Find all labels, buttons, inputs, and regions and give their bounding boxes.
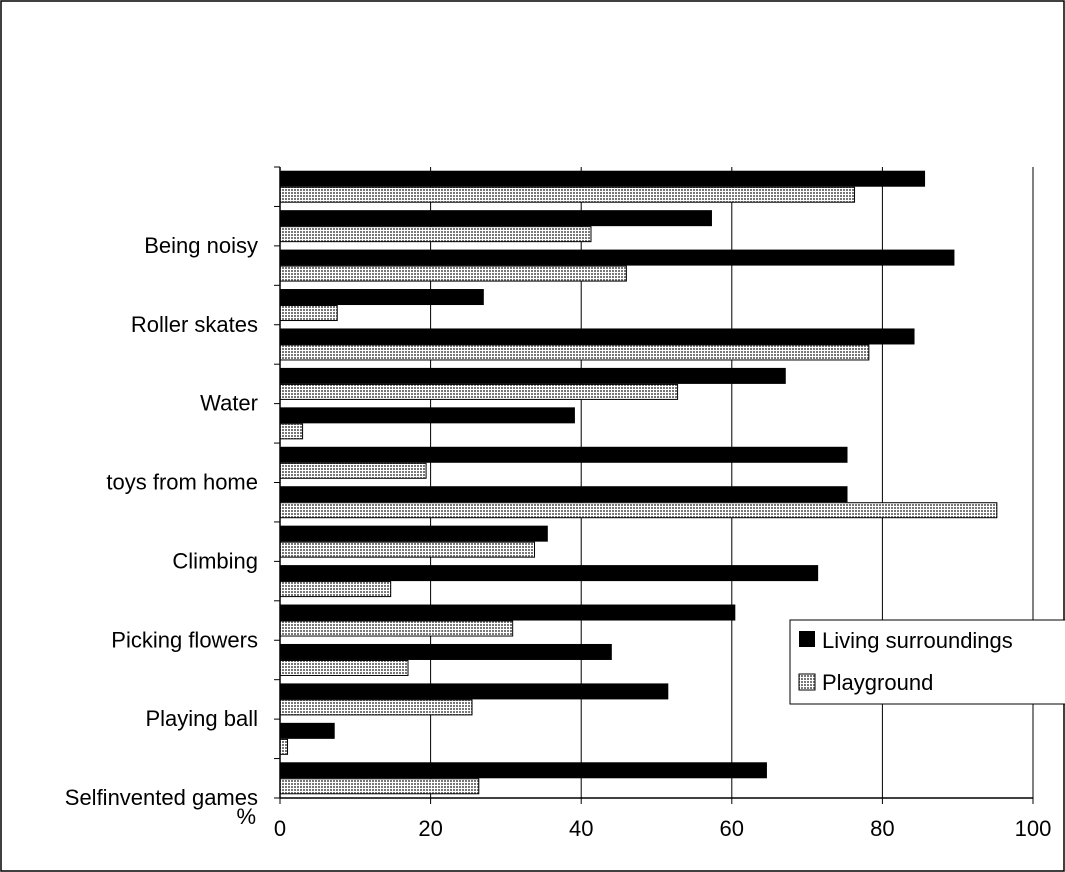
bar-playground: [279, 699, 473, 716]
x-tick-label: 100: [1015, 816, 1052, 841]
x-tick-label: 0: [274, 816, 286, 841]
legend: Living surroundings Playground: [789, 619, 1065, 705]
bar-playground: [279, 738, 289, 755]
bar-playground: [279, 423, 304, 440]
x-tick-label: 60: [720, 816, 744, 841]
bar-living-surroundings: [279, 249, 955, 266]
bar-living-surroundings: [279, 565, 819, 582]
bar-playground: [279, 462, 427, 479]
x-axis-unit-label: %: [236, 804, 256, 829]
x-tick-label: 80: [870, 816, 894, 841]
bar-living-surroundings: [279, 367, 786, 384]
category-label: Being noisy: [144, 233, 258, 258]
bar-living-surroundings: [279, 643, 612, 660]
legend-box: [789, 619, 1065, 705]
bar-playground: [279, 305, 338, 322]
bar-living-surroundings: [279, 446, 848, 463]
legend-swatch-playground: [798, 673, 816, 691]
bar-living-surroundings: [279, 407, 575, 424]
bar-living-surroundings: [279, 722, 335, 739]
category-label: Water: [200, 391, 258, 416]
category-label: Playing ball: [145, 706, 258, 731]
bar-playground: [279, 620, 514, 637]
bar-playground: [279, 344, 870, 361]
bar-living-surroundings: [279, 289, 484, 306]
bar-living-surroundings: [279, 486, 848, 503]
bar-living-surroundings: [279, 170, 926, 187]
category-label: toys from home: [106, 470, 258, 495]
bar-playground: [279, 226, 592, 243]
labels: 0 20 40 60 80 100 Being noisy Roller skates Wate…: [65, 233, 1052, 841]
bar-living-surroundings: [279, 683, 669, 700]
bar-living-surroundings: [279, 525, 548, 542]
legend-swatch-living-surroundings: [799, 631, 815, 647]
bar-living-surroundings: [279, 762, 767, 779]
bar-playground: [279, 502, 998, 519]
category-label: Selfinvented games: [65, 785, 258, 810]
axes: [274, 166, 1034, 804]
x-tick-label: 40: [569, 816, 593, 841]
bar-playground: [279, 778, 480, 795]
bar-playground: [279, 541, 536, 558]
category-label: Climbing: [172, 548, 258, 573]
bar-living-surroundings: [279, 328, 915, 345]
bar-playground: [279, 659, 409, 676]
bar-playground: [279, 186, 856, 203]
bar-living-surroundings: [279, 604, 736, 621]
bar-playground: [279, 581, 392, 598]
bar-playground: [279, 265, 627, 282]
category-label: Picking flowers: [111, 627, 258, 652]
x-tick-label: 20: [418, 816, 442, 841]
bars: [279, 170, 998, 795]
bar-living-surroundings: [279, 210, 712, 227]
bar-playground: [279, 383, 679, 400]
legend-label-living-surroundings: Living surroundings: [822, 628, 1013, 653]
category-label: Roller skates: [131, 312, 258, 337]
legend-label-playground: Playground: [822, 670, 933, 695]
